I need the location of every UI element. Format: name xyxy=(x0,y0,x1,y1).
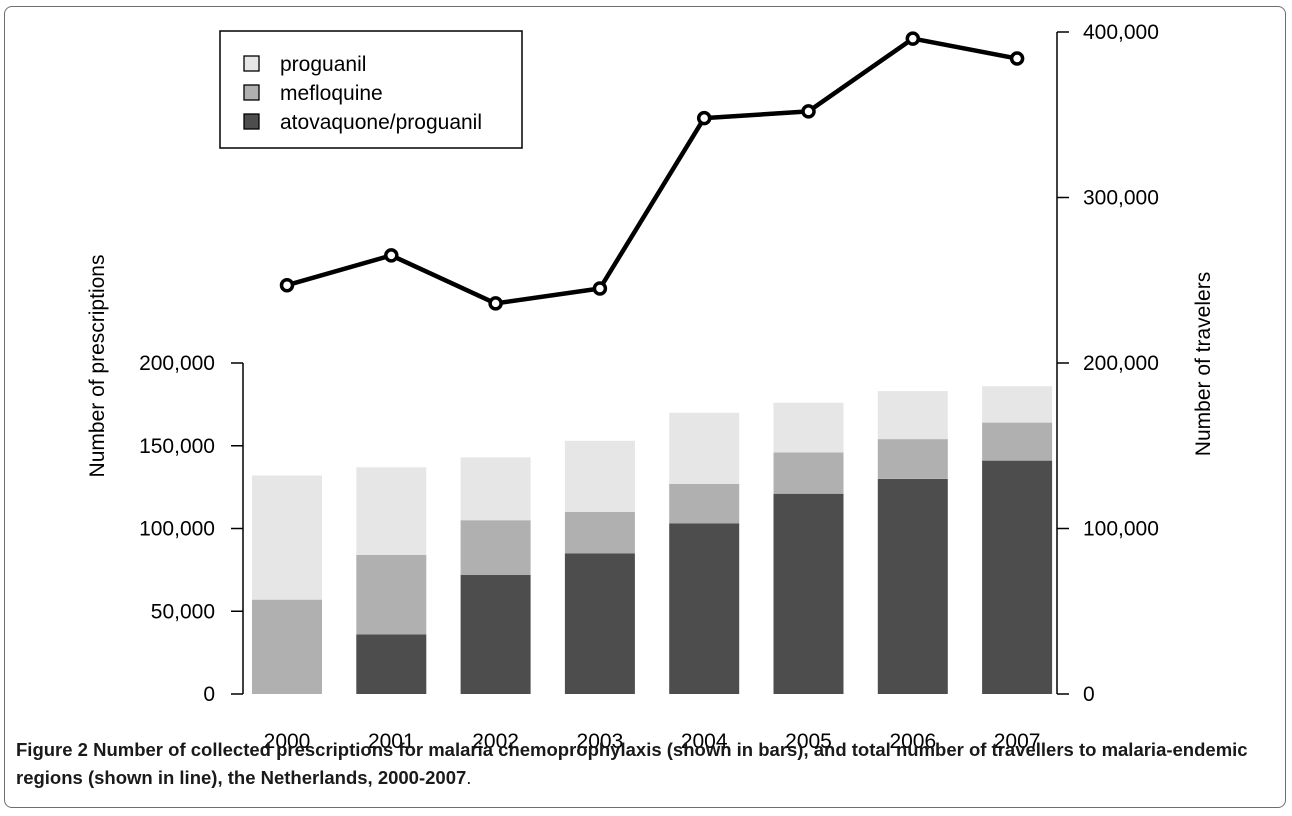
right-axis-tick-label: 100,000 xyxy=(1083,518,1159,541)
caption-tail: . xyxy=(466,767,472,788)
left-axis-tick-label: 0 xyxy=(203,683,215,706)
x-tick-label: 2002 xyxy=(472,730,519,753)
bar-proguanil-2002 xyxy=(460,457,531,521)
bar-atovaquone-proguanil-2007 xyxy=(982,460,1053,694)
right-axis-tick-label: 300,000 xyxy=(1083,187,1159,210)
x-tick-label: 2007 xyxy=(994,730,1041,753)
figure-caption: Figure 2 Number of collected prescriptio… xyxy=(16,736,1274,792)
legend-label: proguanil xyxy=(280,53,366,76)
right-axis-tick-label: 400,000 xyxy=(1083,21,1159,44)
caption-text: Number of collected prescriptions for ma… xyxy=(16,739,1248,788)
bar-mefloquine-2000 xyxy=(252,599,322,694)
bar-atovaquone-proguanil-2003 xyxy=(564,553,635,694)
bar-atovaquone-proguanil-2006 xyxy=(877,478,948,694)
travelers-line xyxy=(286,36,1018,306)
bar-atovaquone-proguanil-2001 xyxy=(356,634,427,694)
bar-mefloquine-2002 xyxy=(460,520,531,575)
left-axis-tick-label: 100,000 xyxy=(139,518,215,541)
bar-mefloquine-2006 xyxy=(877,439,948,479)
right-axis-tick-label: 0 xyxy=(1083,683,1095,706)
bar-mefloquine-2003 xyxy=(564,511,635,554)
bar-mefloquine-2004 xyxy=(669,483,740,524)
x-tick-label: 2006 xyxy=(889,730,936,753)
travelers-point-2001 xyxy=(384,248,399,263)
right-axis-tick-label: 200,000 xyxy=(1083,352,1159,375)
right-axis-title: Number of travelers xyxy=(1192,272,1215,456)
bar-mefloquine-2001 xyxy=(356,555,427,635)
x-tick-label: 2001 xyxy=(368,730,415,753)
x-tick-label: 2005 xyxy=(785,730,832,753)
x-tick-label: 2003 xyxy=(577,730,624,753)
legend-swatch-atovaquone-proguanil xyxy=(243,113,260,130)
travelers-point-2005 xyxy=(801,104,816,119)
left-axis-tick-label: 50,000 xyxy=(151,600,215,623)
bar-atovaquone-proguanil-2004 xyxy=(669,523,740,694)
travelers-point-2003 xyxy=(592,281,608,296)
bar-proguanil-2005 xyxy=(773,402,844,453)
figure-frame xyxy=(4,6,1286,808)
bar-proguanil-2004 xyxy=(669,412,740,484)
legend-label: mefloquine xyxy=(280,82,383,105)
x-tick-label: 2000 xyxy=(264,730,311,753)
bar-proguanil-2000 xyxy=(252,475,322,600)
x-tick-label: 2004 xyxy=(681,730,728,753)
travelers-point-2002 xyxy=(488,296,503,311)
left-axis-title: Number of prescriptions xyxy=(86,255,109,478)
bar-proguanil-2006 xyxy=(877,391,948,440)
bar-mefloquine-2005 xyxy=(773,452,844,494)
bar-proguanil-2001 xyxy=(356,467,427,555)
bar-atovaquone-proguanil-2005 xyxy=(773,493,844,694)
travelers-point-2004 xyxy=(696,110,712,126)
bar-proguanil-2007 xyxy=(982,386,1053,423)
left-axis-tick-label: 150,000 xyxy=(139,435,215,458)
bar-atovaquone-proguanil-2002 xyxy=(460,574,531,694)
legend-swatch-proguanil xyxy=(243,55,260,72)
caption-lead: Figure 2 xyxy=(16,739,88,760)
bar-mefloquine-2007 xyxy=(982,422,1053,461)
bar-proguanil-2003 xyxy=(564,440,635,512)
legend-label: atovaquone/proguanil xyxy=(280,111,482,134)
travelers-point-2007 xyxy=(1009,51,1025,66)
travelers-point-2000 xyxy=(279,277,295,293)
left-axis-tick-label: 200,000 xyxy=(139,352,215,375)
legend-swatch-mefloquine xyxy=(243,84,260,101)
legend-box xyxy=(219,30,523,149)
travelers-point-2006 xyxy=(905,31,921,46)
